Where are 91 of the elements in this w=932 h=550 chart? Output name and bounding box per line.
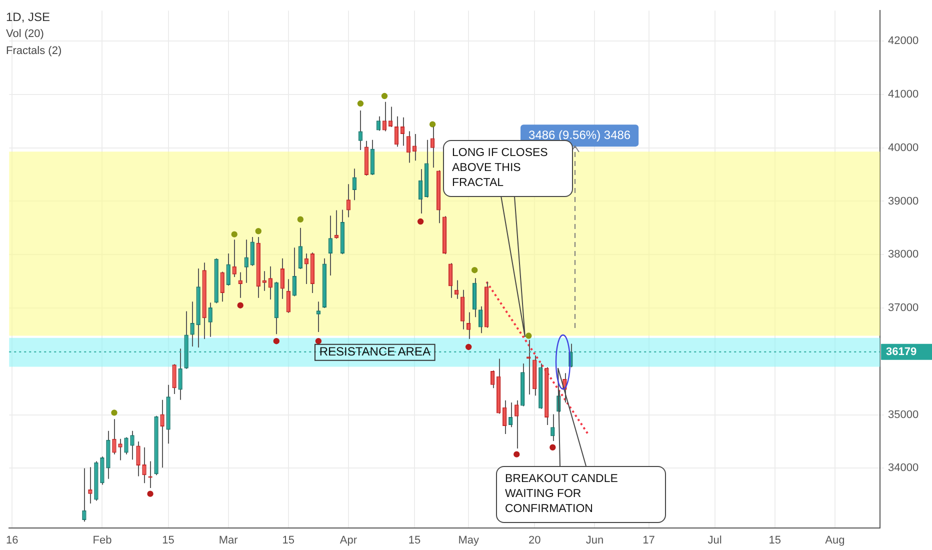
candlestick	[250, 236, 254, 266]
y-tick-label: 37000	[888, 302, 919, 314]
y-tick-label: 42000	[888, 35, 919, 48]
point	[550, 444, 556, 450]
point	[526, 332, 532, 339]
candlestick	[328, 215, 333, 276]
candlestick	[370, 139, 375, 176]
candlestick	[352, 168, 357, 201]
point	[147, 490, 154, 497]
y-tick-label: 40000	[888, 142, 919, 154]
candlestick	[346, 184, 351, 218]
point	[237, 302, 244, 308]
candlestick	[388, 106, 393, 128]
candlestick	[490, 370, 495, 389]
point	[297, 216, 304, 222]
candlestick	[136, 441, 140, 477]
candlestick	[382, 101, 387, 132]
candlestick	[262, 270, 266, 292]
callout-box: LONG IF CLOSES ABOVE THIS FRACTAL	[443, 140, 573, 197]
candlestick	[268, 266, 272, 300]
x-tick-label: Jun	[586, 534, 604, 547]
candlestick	[400, 116, 405, 146]
point	[111, 410, 118, 416]
x-tick-label: 15	[162, 534, 174, 547]
candlestick	[394, 116, 399, 148]
candlestick	[172, 364, 176, 394]
candlestick	[316, 301, 321, 333]
point	[429, 121, 436, 128]
point	[357, 100, 364, 107]
candlestick	[478, 306, 483, 334]
candlestick	[280, 258, 285, 300]
x-tick-label: 15	[408, 534, 421, 547]
annotation: Fractals (2)	[6, 45, 62, 57]
y-tick-label: 34000	[888, 462, 919, 474]
candlestick	[406, 130, 411, 164]
candlestick	[448, 262, 453, 298]
candlestick	[220, 271, 224, 302]
candlestick	[208, 302, 212, 338]
candlestick	[112, 418, 116, 455]
candlestick	[160, 399, 164, 468]
chart-title: 1D, JSE	[6, 10, 50, 24]
y-tick-label: 35000	[888, 408, 919, 421]
candlestick	[190, 301, 194, 347]
y-tick-label: 38000	[888, 248, 919, 261]
candlestick	[142, 446, 146, 484]
candlestick	[514, 400, 519, 449]
x-tick-label: 20	[528, 534, 541, 547]
point	[417, 218, 424, 225]
x-tick-label: May	[458, 534, 480, 547]
x-tick-label: 16	[6, 534, 18, 547]
point	[255, 228, 262, 234]
point	[381, 92, 388, 100]
candlestick	[466, 312, 471, 340]
annotation: Vol (20)	[6, 28, 44, 40]
candlestick	[412, 133, 417, 162]
candlestick	[130, 430, 134, 460]
x-tick-label: 15	[282, 534, 295, 547]
ref-line-label: 36179	[886, 346, 917, 358]
x-tick-label: Aug	[825, 534, 845, 547]
candlestick	[502, 400, 507, 435]
candlestick	[232, 239, 236, 278]
y-tick-label: 41000	[888, 88, 919, 100]
band-label: RESISTANCE AREA	[319, 344, 430, 359]
x-tick-label: Jul	[708, 534, 722, 547]
candlestick	[508, 402, 513, 428]
point	[471, 267, 478, 274]
band-label: 3486 (9.56%) 3486	[528, 128, 631, 142]
candlestick	[226, 253, 230, 286]
candlestick	[88, 466, 92, 504]
candlestick	[100, 456, 104, 486]
x-tick-label: Apr	[340, 534, 358, 547]
candlestick	[286, 278, 291, 314]
x-tick-label: 17	[642, 534, 655, 547]
candlestick	[358, 110, 363, 150]
point	[315, 338, 322, 344]
callout-box: BREAKOUT CANDLE WAITING FOR CONFIRMATION	[496, 466, 666, 523]
candlestick	[550, 414, 555, 442]
candlestick	[238, 272, 242, 298]
x-tick-label: Mar	[218, 534, 238, 547]
x-tick-label: 15	[768, 534, 782, 547]
point	[465, 344, 472, 350]
point	[514, 451, 520, 458]
candlestick	[376, 116, 381, 132]
candlestick	[298, 227, 303, 270]
x-tick-label: Feb	[92, 534, 112, 547]
y-tick-label: 39000	[888, 195, 919, 208]
candlestick	[82, 468, 86, 522]
point	[231, 231, 238, 238]
candlestick	[124, 436, 128, 455]
candlestick	[118, 438, 122, 461]
point	[273, 338, 280, 344]
